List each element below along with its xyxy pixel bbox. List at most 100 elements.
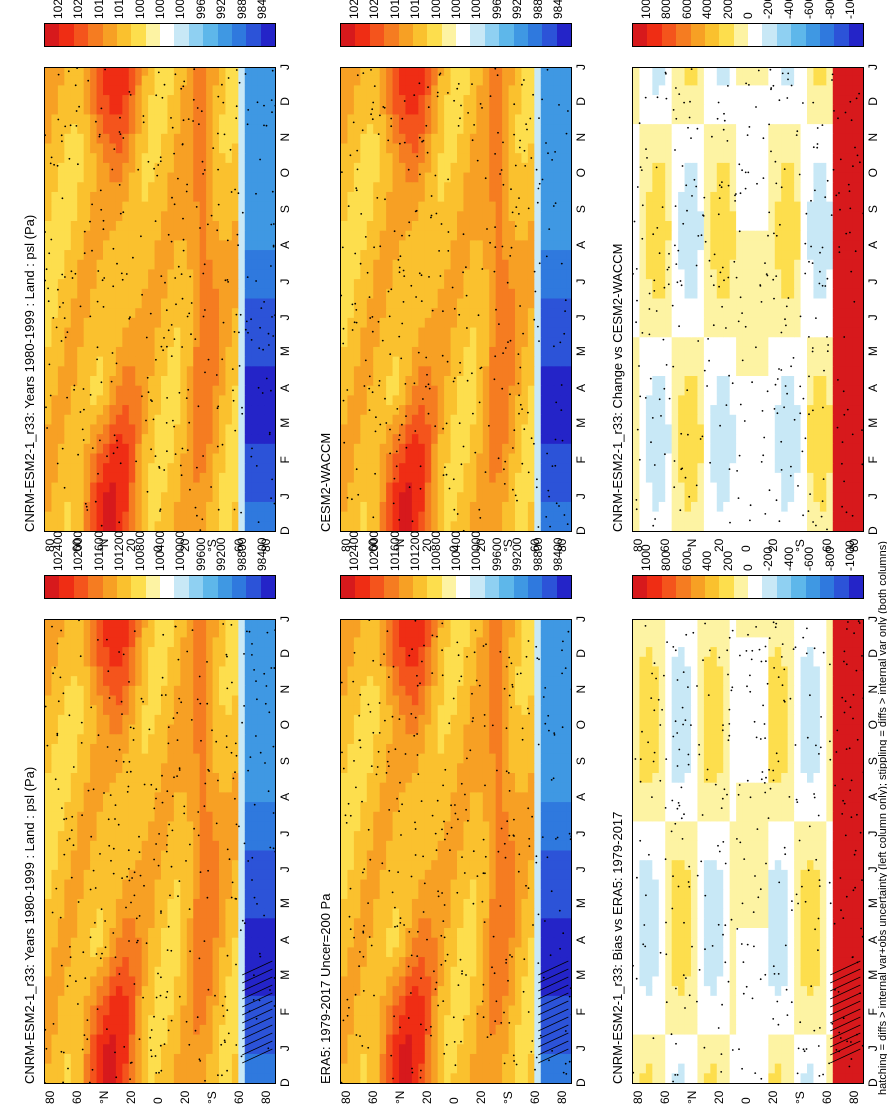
stipple-dot	[178, 697, 181, 700]
stipple-dot	[67, 1067, 69, 1070]
stipple-dot	[153, 807, 156, 810]
heatmap-cell	[51, 297, 59, 309]
heatmap-cell	[270, 511, 276, 522]
heatmap-cell	[90, 985, 98, 996]
heatmap-cell	[57, 791, 65, 803]
heatmap-cell	[154, 220, 162, 231]
heatmap-cell	[251, 946, 259, 958]
heatmap-cell	[476, 1033, 484, 1045]
heatmap-cell	[154, 888, 162, 899]
heatmap-cell	[96, 75, 104, 86]
heatmap-cell	[270, 753, 276, 764]
heatmap-cell	[244, 201, 252, 212]
heatmap-cell	[206, 694, 214, 706]
heatmap-cell	[508, 985, 516, 996]
heatmap-cell	[444, 937, 452, 948]
heatmap-cell	[103, 433, 111, 444]
heatmap-cell	[386, 917, 394, 928]
heatmap-cell	[103, 75, 111, 86]
heatmap-cell	[109, 704, 117, 715]
heatmap-cell	[109, 898, 117, 909]
heatmap-cell	[109, 220, 117, 231]
heatmap-cell	[270, 1014, 276, 1025]
heatmap-cell	[450, 975, 458, 987]
stipple-dot	[57, 73, 60, 76]
stipple-dot	[258, 952, 261, 955]
heatmap-cell	[540, 966, 548, 977]
heatmap-cell	[77, 423, 85, 435]
heatmap-cell	[161, 1014, 169, 1025]
heatmap-cell	[527, 946, 535, 958]
heatmap-cell	[109, 878, 117, 890]
heatmap-cell	[167, 210, 175, 221]
heatmap-cell	[457, 966, 465, 977]
heatmap-cell	[103, 288, 111, 299]
heatmap-cell	[161, 869, 169, 880]
stipple-dot	[267, 1047, 270, 1050]
heatmap-cell	[161, 791, 169, 803]
heatmap-cell	[135, 956, 143, 967]
heatmap-cell	[219, 501, 227, 512]
heatmap-cell	[154, 67, 162, 76]
heatmap-cell	[77, 946, 85, 958]
heatmap-cell	[64, 694, 72, 706]
heatmap-cell	[366, 937, 374, 948]
heatmap-cell	[70, 67, 78, 76]
heatmap-cell	[251, 191, 259, 202]
heatmap-cell	[128, 811, 136, 822]
heatmap-cell	[77, 995, 85, 1006]
stipple-dot	[114, 956, 117, 959]
heatmap-cell	[257, 743, 265, 754]
heatmap-cell	[238, 898, 246, 909]
heatmap-cell	[193, 452, 201, 464]
colorbar-swatch	[231, 576, 247, 598]
stipple-dot	[241, 406, 243, 409]
heatmap-cell	[77, 191, 85, 202]
heatmap-cell	[206, 220, 214, 231]
heatmap-cell	[212, 675, 220, 686]
heatmap-cell	[51, 704, 59, 715]
heatmap-cell	[547, 1004, 555, 1016]
heatmap-cell	[96, 898, 104, 909]
heatmap-cell	[90, 462, 98, 473]
heatmap-cell	[264, 665, 272, 677]
heatmap-cell	[51, 511, 59, 522]
heatmap-cell	[231, 297, 239, 309]
heatmap-cell	[257, 268, 265, 280]
heatmap-cell	[508, 1014, 516, 1025]
heatmap-cell	[122, 743, 130, 754]
heatmap-cell	[57, 423, 65, 435]
heatmap-cell	[167, 133, 175, 144]
stipple-dot	[56, 642, 59, 645]
heatmap-cell	[353, 937, 361, 948]
heatmap-cell	[418, 1043, 426, 1054]
stipple-dot	[253, 803, 256, 806]
stipple-dot	[83, 252, 86, 255]
heatmap-cell	[489, 917, 497, 928]
heatmap-cell	[495, 966, 503, 977]
colorbar-swatch	[73, 576, 89, 598]
heatmap-cell	[212, 433, 220, 444]
heatmap-cell	[251, 665, 259, 677]
heatmap-cell	[90, 520, 98, 531]
y-tick-label: 20	[124, 538, 138, 552]
heatmap-cell	[264, 433, 272, 444]
heatmap-cell	[141, 336, 149, 347]
heatmap-cell	[186, 104, 194, 115]
heatmap-cell	[219, 171, 227, 183]
stipple-dot	[83, 408, 85, 411]
heatmap-cell	[135, 849, 143, 861]
heatmap-cell	[148, 297, 156, 309]
heatmap-cell	[77, 297, 85, 309]
heatmap-cell	[457, 946, 465, 958]
heatmap-cell	[51, 259, 59, 270]
heatmap-cell	[57, 239, 65, 251]
heatmap-cell	[186, 423, 194, 435]
heatmap-cell	[238, 1072, 246, 1083]
heatmap-cell	[148, 123, 156, 134]
heatmap-cell	[457, 1072, 465, 1083]
stipple-dot	[142, 121, 145, 124]
heatmap-cell	[135, 394, 143, 406]
heatmap-cell	[353, 966, 361, 977]
heatmap-cell	[212, 142, 220, 154]
